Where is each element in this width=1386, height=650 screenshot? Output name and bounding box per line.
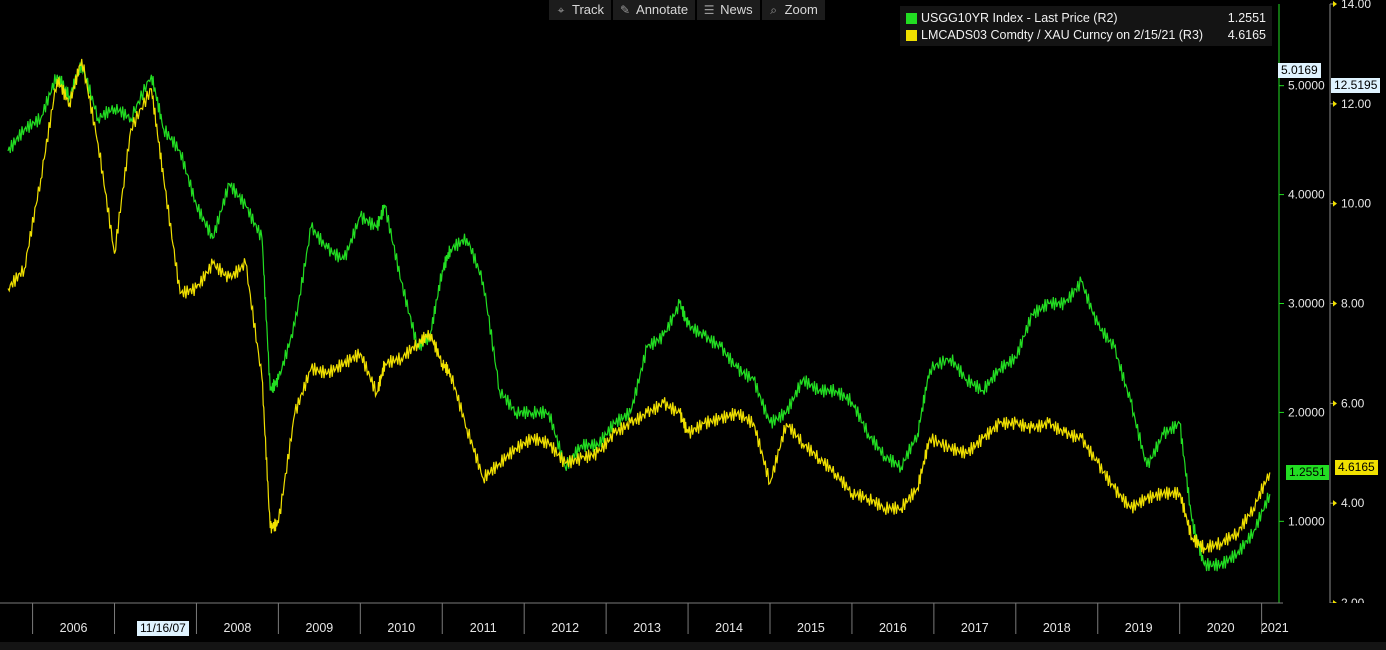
r3-tick-arrow bbox=[1333, 200, 1337, 207]
r3-tick-arrow bbox=[1333, 100, 1337, 107]
x-tick-label: 2014 bbox=[715, 621, 743, 635]
news-icon: ☰ bbox=[703, 3, 715, 17]
track-label: Track bbox=[572, 2, 605, 17]
yellow-last-tag: 4.6165 bbox=[1335, 460, 1378, 475]
news-button[interactable]: ☰ News bbox=[697, 0, 760, 20]
news-label: News bbox=[720, 2, 753, 17]
legend-swatch-yellow bbox=[906, 29, 917, 41]
r3-tick-label: 14.00 bbox=[1341, 0, 1371, 11]
legend-name-green: USGG10YR Index - Last Price (R2) bbox=[921, 11, 1118, 25]
series-line-usgg10yr bbox=[7, 62, 1271, 572]
magnifier-icon: ⌕ bbox=[770, 3, 777, 17]
r2-tick-label: 4.0000 bbox=[1288, 188, 1325, 202]
r3-tick-label: 10.00 bbox=[1341, 197, 1371, 211]
x-tick-label: 2008 bbox=[224, 621, 252, 635]
x-tick-label: 2010 bbox=[387, 621, 415, 635]
r2-tick-label: 2.0000 bbox=[1288, 405, 1325, 419]
x-tick-label: 2015 bbox=[797, 621, 825, 635]
x-tick-label: 2013 bbox=[633, 621, 661, 635]
x-tick-label: 2017 bbox=[961, 621, 989, 635]
r2-tick-label: 1.0000 bbox=[1288, 514, 1325, 528]
legend-swatch-green bbox=[906, 12, 917, 24]
right-axis-r2: 1.0000 2.0000 3.0000 4.0000 5.0000 bbox=[1278, 4, 1325, 603]
zoom-button[interactable]: ⌕ Zoom bbox=[761, 0, 825, 20]
x-tick-label: 2021 bbox=[1261, 621, 1289, 635]
r3-tick-label: 12.00 bbox=[1341, 97, 1371, 111]
r3-tick-arrow bbox=[1333, 400, 1337, 407]
series-line-lmcads03-xau bbox=[7, 58, 1271, 554]
annotate-button[interactable]: ✎ Annotate bbox=[613, 0, 696, 20]
chart-toolbar: ⌖ Track ✎ Annotate ☰ News ⌕ Zoom bbox=[549, 0, 825, 20]
x-tick-label: 2009 bbox=[305, 621, 333, 635]
date-marker-tag: 11/16/07 bbox=[137, 621, 189, 636]
r3-tick-label: 6.00 bbox=[1341, 396, 1365, 410]
green-high-tag: 5.0169 bbox=[1278, 63, 1321, 78]
r3-tick-arrow bbox=[1333, 500, 1337, 507]
x-tick-label: 2018 bbox=[1043, 621, 1071, 635]
r2-tick-label: 5.0000 bbox=[1288, 79, 1325, 93]
crosshair-icon: ⌖ bbox=[557, 3, 565, 17]
annotate-label: Annotate bbox=[636, 2, 689, 17]
r3-tick-arrow bbox=[1333, 1, 1337, 7]
chart-legend: USGG10YR Index - Last Price (R2) 1.2551 … bbox=[900, 6, 1272, 46]
legend-value-green: 1.2551 bbox=[1227, 11, 1266, 25]
yellow-high-tag: 12.5195 bbox=[1331, 78, 1381, 93]
legend-value-yellow: 4.6165 bbox=[1227, 28, 1266, 42]
zoom-label: Zoom bbox=[784, 2, 818, 17]
x-tick-label: 2020 bbox=[1207, 621, 1235, 635]
green-last-tag: 1.2551 bbox=[1286, 465, 1329, 480]
x-axis-band bbox=[0, 603, 1386, 642]
x-tick-label: 2012 bbox=[551, 621, 579, 635]
r2-tick-label: 3.0000 bbox=[1288, 297, 1325, 311]
track-button[interactable]: ⌖ Track bbox=[549, 0, 612, 20]
bottom-scroll-strip[interactable] bbox=[0, 642, 1386, 650]
x-tick-label: 2006 bbox=[60, 621, 88, 635]
legend-name-yellow: LMCADS03 Comdty / XAU Curncy on 2/15/21 … bbox=[921, 28, 1204, 42]
r3-tick-label: 8.00 bbox=[1341, 297, 1365, 311]
x-tick-label: 2019 bbox=[1125, 621, 1153, 635]
x-tick-label: 2016 bbox=[879, 621, 907, 635]
legend-entry-yellow[interactable]: LMCADS03 Comdty / XAU Curncy on 2/15/21 … bbox=[906, 27, 1266, 43]
series-layer bbox=[7, 58, 1271, 572]
r3-tick-label: 4.00 bbox=[1341, 496, 1365, 510]
legend-entry-green[interactable]: USGG10YR Index - Last Price (R2) 1.2551 bbox=[906, 10, 1266, 26]
x-tick-label: 2011 bbox=[470, 621, 497, 635]
pencil-icon: ✎ bbox=[620, 3, 631, 17]
x-axis: 2006200720082009201020112012201320142015… bbox=[0, 602, 1386, 642]
r3-tick-arrow bbox=[1333, 300, 1337, 307]
